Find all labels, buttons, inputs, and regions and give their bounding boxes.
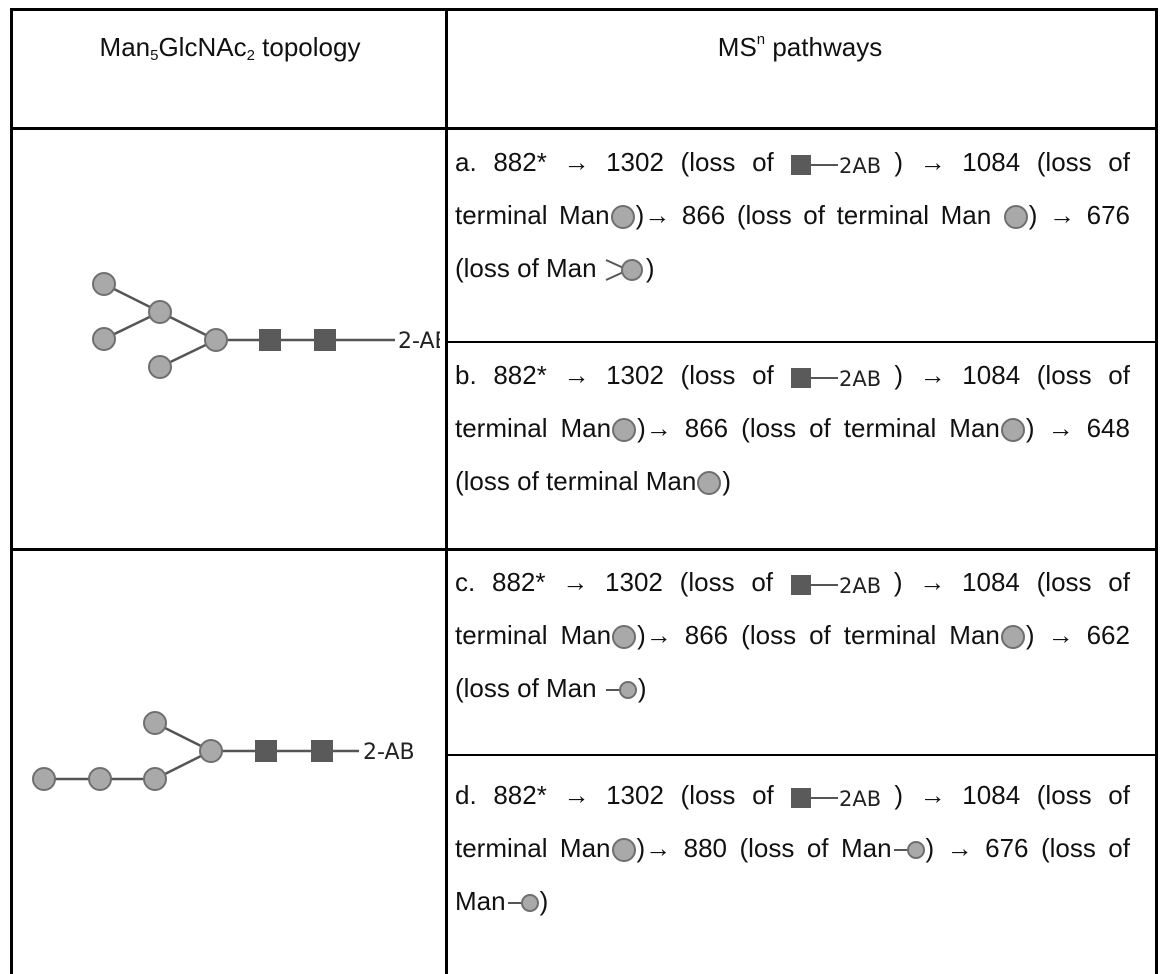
topology-column-header: Man5GlcNAc2 topology <box>99 32 361 64</box>
pathways-column-header: MSn pathways <box>717 31 883 62</box>
glycan-topology-2: 2-AB <box>32 711 415 791</box>
glcnac-2ab-icon: 2AB <box>791 787 882 811</box>
pathways-table <box>10 8 1158 974</box>
mannose-icon <box>612 625 637 650</box>
pathway-row-b: b. 882* → 1302 (loss of 2AB) → 1084 (los… <box>455 360 1130 496</box>
svg-text:2AB: 2AB <box>839 367 881 391</box>
table-border-left <box>10 8 13 974</box>
svg-text:2AB: 2AB <box>839 787 881 811</box>
linked-mannose-icon <box>507 894 539 913</box>
pathway-row-a: a. 882* → 1302 (loss of 2AB) → 1084 (los… <box>455 147 1130 283</box>
table-border-top <box>10 8 1158 11</box>
linked-mannose-icon <box>605 681 637 700</box>
mannose-icon <box>612 418 637 443</box>
mannose-icon <box>697 471 722 496</box>
row-divider-ab <box>447 341 1158 343</box>
header-divider <box>10 127 1158 130</box>
glcnac-2ab-icon: 2AB <box>791 367 882 391</box>
glycan-reducing-end-label: 2-AB <box>363 740 415 765</box>
mannose-icon <box>611 838 636 863</box>
row-divider-cd <box>447 754 1158 756</box>
mannose-icon <box>1003 205 1028 230</box>
glcnac-2ab-icon: 2AB <box>791 154 882 178</box>
pathway-row-c: c. 882* → 1302 (loss of 2AB) → 1084 (los… <box>455 567 1130 703</box>
mannose-icon <box>1000 418 1025 443</box>
svg-text:2AB: 2AB <box>839 574 881 598</box>
glcnac-2ab-icon: 2AB <box>790 574 881 598</box>
glycan-topology-1: 2-AB <box>92 272 440 379</box>
svg-text:2AB: 2AB <box>839 154 881 178</box>
pathway-row-d: d. 882* → 1302 (loss of 2AB) → 1084 (los… <box>455 780 1130 916</box>
glycan-reducing-end-label: 2-AB <box>398 329 440 354</box>
mannose-icon <box>1000 625 1025 650</box>
linked-mannose-icon <box>893 841 925 860</box>
mannose-icon <box>610 205 635 230</box>
group-divider <box>10 548 1158 551</box>
column-divider <box>445 8 448 974</box>
table-border-right <box>1155 8 1158 974</box>
branched-mannose-icon <box>605 259 643 282</box>
